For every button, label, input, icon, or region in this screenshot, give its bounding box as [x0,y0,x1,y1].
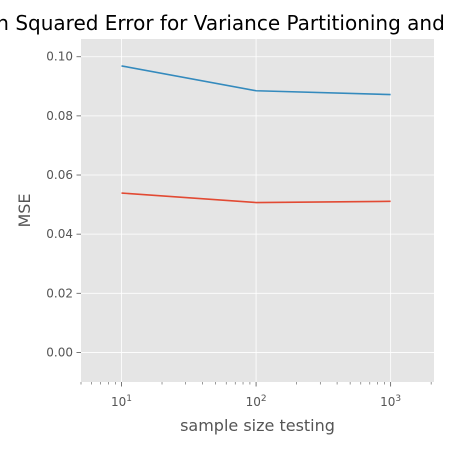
y-tick-label: 0.06 [46,168,73,182]
minor-ticks [76,56,432,387]
x-tick-labels: 101 102 103 [111,394,401,409]
x-axis-label: sample size testing [180,416,335,435]
y-tick-label: 0.04 [46,227,73,241]
y-tick-label: 0.00 [46,345,73,359]
plot-area [81,39,434,382]
y-tick-label: 0.08 [46,109,73,123]
x-tick-label: 102 [246,394,267,409]
series-layer [121,65,391,204]
y-tick-label: 0.02 [46,286,73,300]
y-tick-labels: 0.00 0.02 0.04 0.06 0.08 0.10 [46,50,73,360]
chart-title: Mean Squared Error for Variance Partitio… [0,11,450,35]
series-line-1 [121,192,391,204]
y-tick-label: 0.10 [46,50,73,64]
grid-lines [81,39,434,382]
x-tick-label: 103 [380,394,401,409]
x-tick-label: 101 [111,394,132,409]
y-axis-label: MSE [15,193,34,227]
series-line-2 [121,65,391,96]
